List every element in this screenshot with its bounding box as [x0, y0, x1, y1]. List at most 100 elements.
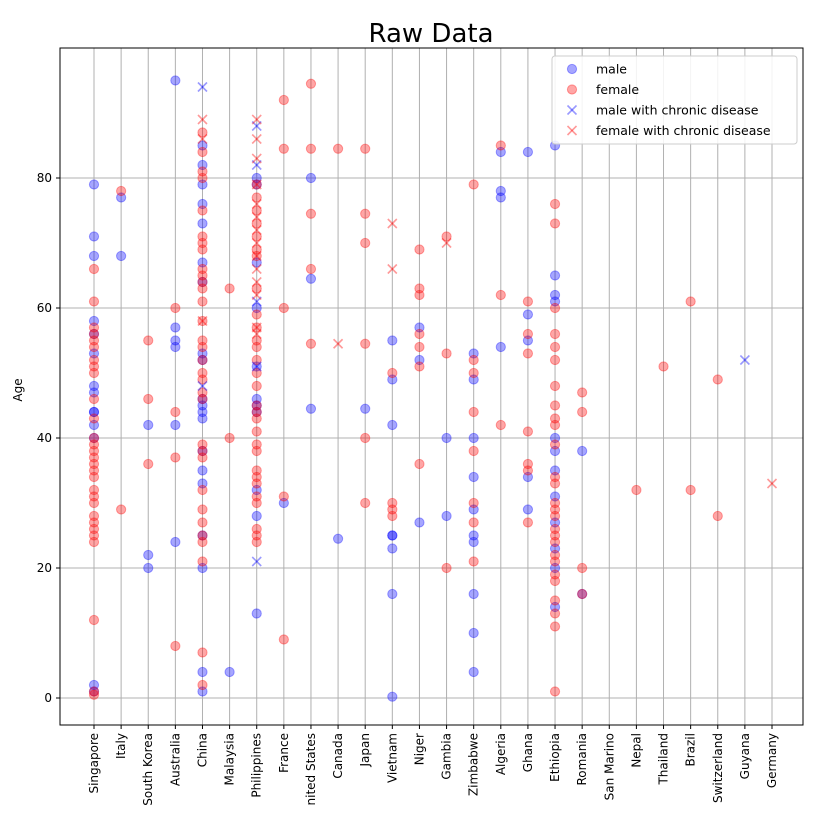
point-male — [116, 192, 127, 203]
point-male — [360, 403, 371, 414]
point-female — [251, 322, 262, 333]
x-tick-label: Vietnam — [385, 733, 399, 783]
point-female — [522, 296, 534, 307]
point-female — [88, 341, 100, 353]
point-male — [549, 517, 561, 528]
point-female — [251, 335, 262, 346]
point-male-with-chronic-disease — [251, 296, 262, 307]
point-female — [387, 367, 398, 379]
point-male — [88, 432, 100, 444]
point-male — [549, 543, 561, 554]
point-male — [88, 686, 100, 697]
point-female — [360, 208, 371, 219]
point-male — [197, 198, 208, 210]
point-female — [88, 465, 100, 476]
point-male — [88, 231, 100, 242]
point-female — [197, 166, 208, 177]
point-male — [197, 478, 208, 489]
legend-box — [551, 55, 798, 145]
point-female — [88, 686, 100, 697]
point-male — [577, 445, 588, 457]
grid-lines — [60, 48, 803, 725]
point-female — [197, 244, 208, 255]
legend-item: female — [566, 82, 639, 97]
point-female — [197, 205, 208, 216]
point-male — [468, 588, 479, 600]
point-male — [468, 530, 479, 541]
point-female — [197, 439, 208, 450]
point-male — [88, 406, 100, 418]
point-female — [197, 341, 208, 353]
point-female — [685, 296, 696, 307]
point-female-with-chronic-disease — [387, 263, 398, 275]
point-female — [549, 621, 561, 632]
point-female — [305, 78, 317, 89]
point-female — [251, 218, 262, 229]
point-male — [441, 510, 452, 522]
point-female — [522, 517, 534, 528]
point-male — [468, 627, 479, 639]
point-female — [387, 504, 398, 515]
point-male — [251, 510, 262, 522]
point-female — [88, 361, 100, 372]
legend-item: male with chronic disease — [566, 103, 759, 118]
chart-title: Raw Data — [368, 19, 493, 49]
point-male — [305, 273, 317, 284]
point-female — [88, 458, 100, 470]
x-tick-label: Thailand — [657, 733, 671, 786]
x-tick-label: Brazil — [684, 733, 698, 767]
point-male — [549, 562, 561, 574]
point-female — [116, 504, 127, 515]
point-female-with-chronic-disease — [251, 198, 262, 210]
point-male — [251, 608, 262, 619]
point-female — [658, 361, 669, 372]
point-male-with-chronic-disease — [251, 159, 262, 171]
point-male — [197, 530, 208, 541]
point-female — [251, 367, 262, 379]
point-female — [468, 406, 479, 418]
point-male — [387, 335, 398, 346]
point-male — [387, 419, 398, 431]
point-male — [522, 146, 534, 158]
point-male — [170, 335, 181, 346]
point-male — [170, 322, 181, 333]
point-female — [251, 439, 262, 450]
point-female — [170, 452, 181, 463]
point-female — [197, 283, 208, 294]
point-female — [577, 406, 588, 418]
x-tick-label: Italy — [114, 733, 128, 759]
point-female — [549, 536, 561, 548]
point-female — [332, 143, 344, 154]
point-female — [251, 497, 262, 509]
point-female-with-chronic-disease — [441, 237, 452, 249]
point-female — [197, 445, 208, 457]
point-female — [197, 393, 208, 405]
point-female — [387, 497, 398, 509]
point-female — [88, 367, 100, 379]
point-female — [549, 439, 561, 450]
point-female — [251, 283, 262, 294]
point-male — [522, 471, 534, 483]
point-female — [251, 536, 262, 548]
point-male-with-chronic-disease — [251, 120, 262, 132]
point-female-with-chronic-disease — [197, 114, 208, 125]
point-female — [88, 328, 100, 340]
point-male — [251, 484, 262, 496]
point-female — [360, 338, 371, 349]
point-female — [685, 484, 696, 496]
point-female — [197, 387, 208, 398]
y-axis-ticks: 0 20 40 60 80 — [37, 171, 60, 705]
point-female — [143, 393, 154, 405]
x-tick-label: San Marino — [602, 733, 616, 800]
x-tick-label: Nepal — [629, 733, 643, 768]
point-female — [495, 289, 506, 301]
point-female — [549, 198, 561, 210]
point-female — [278, 143, 289, 154]
x-tick-label: Philippines — [250, 733, 264, 798]
point-female — [414, 458, 425, 470]
point-male — [522, 504, 534, 515]
point-male — [88, 387, 100, 398]
point-female — [549, 595, 561, 606]
point-male — [387, 530, 398, 541]
point-male — [305, 172, 317, 184]
